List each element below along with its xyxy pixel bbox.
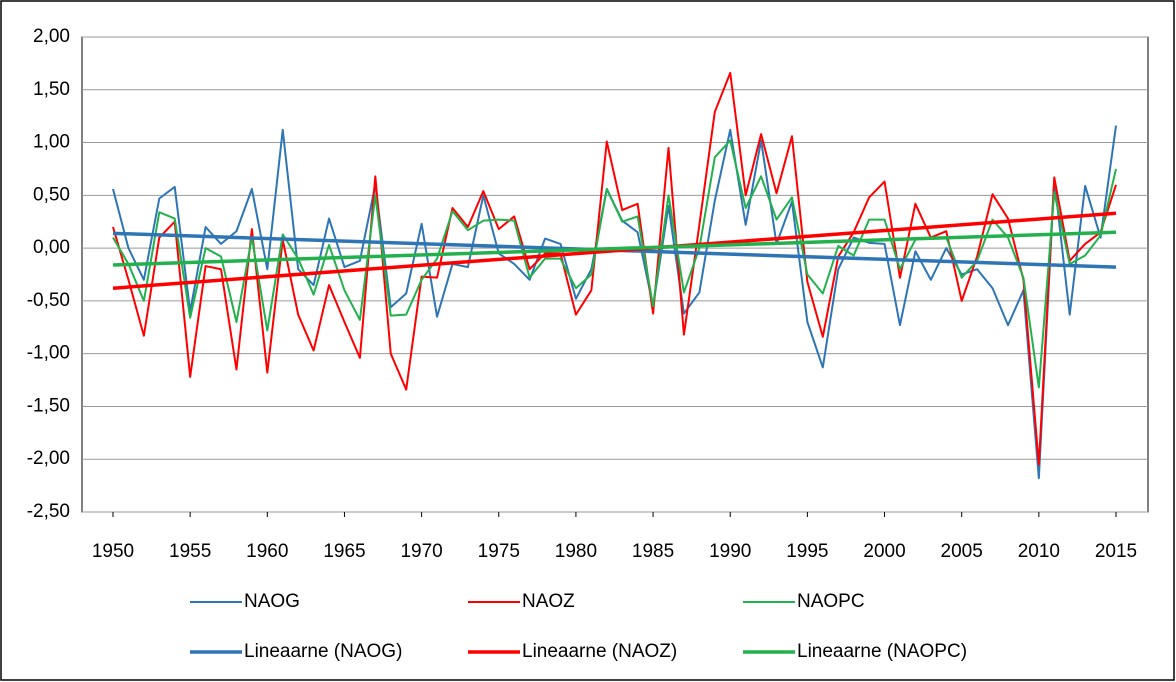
legend-label: NAOPC — [797, 591, 865, 612]
legend-label: NAOG — [244, 591, 300, 612]
series-line — [112, 211, 1117, 290]
y-tick-label: 1,00 — [33, 132, 70, 153]
y-tick-label: -2,50 — [27, 501, 70, 522]
y-tick-label: -1,00 — [27, 343, 70, 364]
y-tick-label: 0,50 — [33, 184, 70, 205]
x-tick-label: 2015 — [1095, 541, 1137, 562]
y-tick-label: 1,50 — [33, 79, 70, 100]
x-tick-label: 1960 — [246, 541, 288, 562]
x-tick-label: 1995 — [786, 541, 828, 562]
y-tick-label: -0,50 — [27, 290, 70, 311]
y-tick-label: -2,00 — [27, 448, 70, 469]
legend-label: Lineaarne (NAOG) — [244, 641, 402, 662]
x-tick-label: 1965 — [323, 541, 365, 562]
y-tick-label: -1,50 — [27, 395, 70, 416]
legend-label: Lineaarne (NAOPC) — [797, 641, 967, 662]
x-tick-label: 2000 — [863, 541, 905, 562]
legend-label: NAOZ — [522, 591, 575, 612]
x-tick-label: 1950 — [92, 541, 134, 562]
x-tick-label: 2005 — [941, 541, 983, 562]
x-tick-label: 1980 — [555, 541, 597, 562]
x-tick-label: 1955 — [169, 541, 211, 562]
x-tick-label: 1975 — [478, 541, 520, 562]
x-tick-label: 1985 — [632, 541, 674, 562]
x-tick-label: 2010 — [1018, 541, 1060, 562]
series-line — [112, 139, 1117, 389]
y-tick-label: 0,00 — [33, 237, 70, 258]
y-tick-label: 2,00 — [33, 26, 70, 47]
x-tick-label: 1970 — [400, 541, 442, 562]
legend-label: Lineaarne (NAOZ) — [522, 641, 677, 662]
series-line — [112, 230, 1117, 267]
x-tick-label: 1990 — [709, 541, 751, 562]
